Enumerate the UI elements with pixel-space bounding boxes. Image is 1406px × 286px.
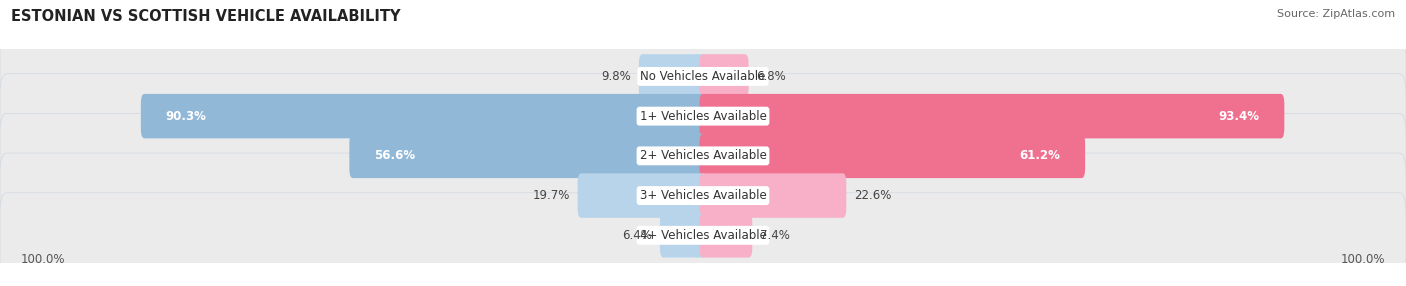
FancyBboxPatch shape: [638, 54, 707, 99]
Text: 7.4%: 7.4%: [761, 229, 790, 242]
FancyBboxPatch shape: [700, 173, 846, 218]
Text: 4+ Vehicles Available: 4+ Vehicles Available: [640, 229, 766, 242]
FancyBboxPatch shape: [0, 34, 1406, 119]
FancyBboxPatch shape: [0, 113, 1406, 198]
FancyBboxPatch shape: [0, 193, 1406, 278]
FancyBboxPatch shape: [141, 94, 707, 138]
FancyBboxPatch shape: [700, 54, 748, 99]
FancyBboxPatch shape: [578, 173, 707, 218]
Text: 93.4%: 93.4%: [1219, 110, 1260, 123]
Text: 1+ Vehicles Available: 1+ Vehicles Available: [640, 110, 766, 123]
Text: 100.0%: 100.0%: [21, 253, 66, 267]
Text: 9.8%: 9.8%: [602, 70, 631, 83]
Text: 61.2%: 61.2%: [1019, 149, 1060, 162]
Text: No Vehicles Available: No Vehicles Available: [640, 70, 766, 83]
FancyBboxPatch shape: [0, 74, 1406, 159]
FancyBboxPatch shape: [700, 134, 1085, 178]
Text: 56.6%: 56.6%: [374, 149, 415, 162]
FancyBboxPatch shape: [349, 134, 707, 178]
Text: Source: ZipAtlas.com: Source: ZipAtlas.com: [1277, 9, 1395, 19]
Text: 6.4%: 6.4%: [623, 229, 652, 242]
Text: 3+ Vehicles Available: 3+ Vehicles Available: [640, 189, 766, 202]
Text: 90.3%: 90.3%: [166, 110, 207, 123]
Text: 22.6%: 22.6%: [853, 189, 891, 202]
FancyBboxPatch shape: [659, 213, 707, 258]
Text: 2+ Vehicles Available: 2+ Vehicles Available: [640, 149, 766, 162]
FancyBboxPatch shape: [700, 213, 752, 258]
Text: 19.7%: 19.7%: [533, 189, 569, 202]
FancyBboxPatch shape: [0, 153, 1406, 238]
Text: 6.8%: 6.8%: [756, 70, 786, 83]
Text: 100.0%: 100.0%: [1340, 253, 1385, 267]
FancyBboxPatch shape: [700, 94, 1284, 138]
Text: ESTONIAN VS SCOTTISH VEHICLE AVAILABILITY: ESTONIAN VS SCOTTISH VEHICLE AVAILABILIT…: [11, 9, 401, 23]
